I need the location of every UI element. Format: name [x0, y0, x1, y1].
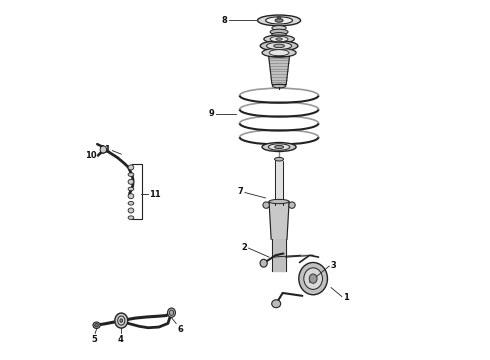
Ellipse shape [128, 194, 134, 199]
Polygon shape [272, 239, 286, 271]
Polygon shape [270, 32, 288, 35]
Ellipse shape [115, 313, 128, 328]
Ellipse shape [260, 41, 298, 51]
Ellipse shape [276, 38, 282, 40]
Ellipse shape [277, 17, 281, 19]
Text: 8: 8 [221, 15, 227, 24]
Text: 2: 2 [241, 243, 247, 252]
Text: 7: 7 [238, 187, 243, 196]
Ellipse shape [128, 208, 134, 213]
Ellipse shape [93, 322, 100, 328]
Ellipse shape [100, 146, 107, 153]
Ellipse shape [270, 29, 288, 35]
Ellipse shape [95, 324, 98, 327]
Ellipse shape [269, 50, 289, 56]
Ellipse shape [272, 300, 281, 308]
Ellipse shape [128, 173, 134, 176]
Ellipse shape [258, 15, 300, 26]
Ellipse shape [120, 319, 122, 322]
Text: 9: 9 [209, 109, 215, 118]
Ellipse shape [270, 36, 288, 42]
Ellipse shape [262, 48, 296, 57]
Text: 5: 5 [92, 335, 98, 344]
Ellipse shape [262, 143, 296, 152]
Ellipse shape [272, 26, 286, 30]
Ellipse shape [269, 144, 290, 150]
Ellipse shape [118, 316, 125, 325]
Ellipse shape [128, 179, 134, 184]
Polygon shape [272, 255, 313, 257]
Text: 10: 10 [85, 151, 97, 160]
Ellipse shape [267, 42, 292, 49]
Ellipse shape [168, 308, 175, 318]
Ellipse shape [128, 187, 134, 191]
Ellipse shape [264, 35, 294, 43]
Text: 4: 4 [118, 335, 123, 344]
Ellipse shape [266, 17, 293, 24]
Ellipse shape [289, 202, 295, 208]
Text: 11: 11 [149, 190, 161, 199]
Ellipse shape [263, 202, 270, 208]
Polygon shape [269, 202, 289, 239]
Ellipse shape [275, 19, 283, 22]
Text: 6: 6 [177, 324, 183, 333]
Ellipse shape [309, 274, 317, 283]
Text: 11: 11 [99, 145, 111, 154]
Polygon shape [275, 161, 283, 205]
Ellipse shape [274, 145, 284, 149]
Ellipse shape [304, 268, 322, 289]
Text: 1: 1 [343, 293, 349, 302]
Ellipse shape [128, 202, 134, 205]
Ellipse shape [274, 44, 285, 48]
Polygon shape [269, 56, 290, 84]
Text: 3: 3 [330, 261, 336, 270]
Ellipse shape [170, 310, 173, 315]
Ellipse shape [299, 262, 327, 295]
Ellipse shape [269, 199, 289, 204]
Ellipse shape [128, 165, 134, 170]
Ellipse shape [272, 84, 286, 88]
Ellipse shape [274, 157, 284, 161]
Ellipse shape [272, 33, 286, 37]
Ellipse shape [260, 259, 267, 267]
Ellipse shape [128, 216, 134, 220]
